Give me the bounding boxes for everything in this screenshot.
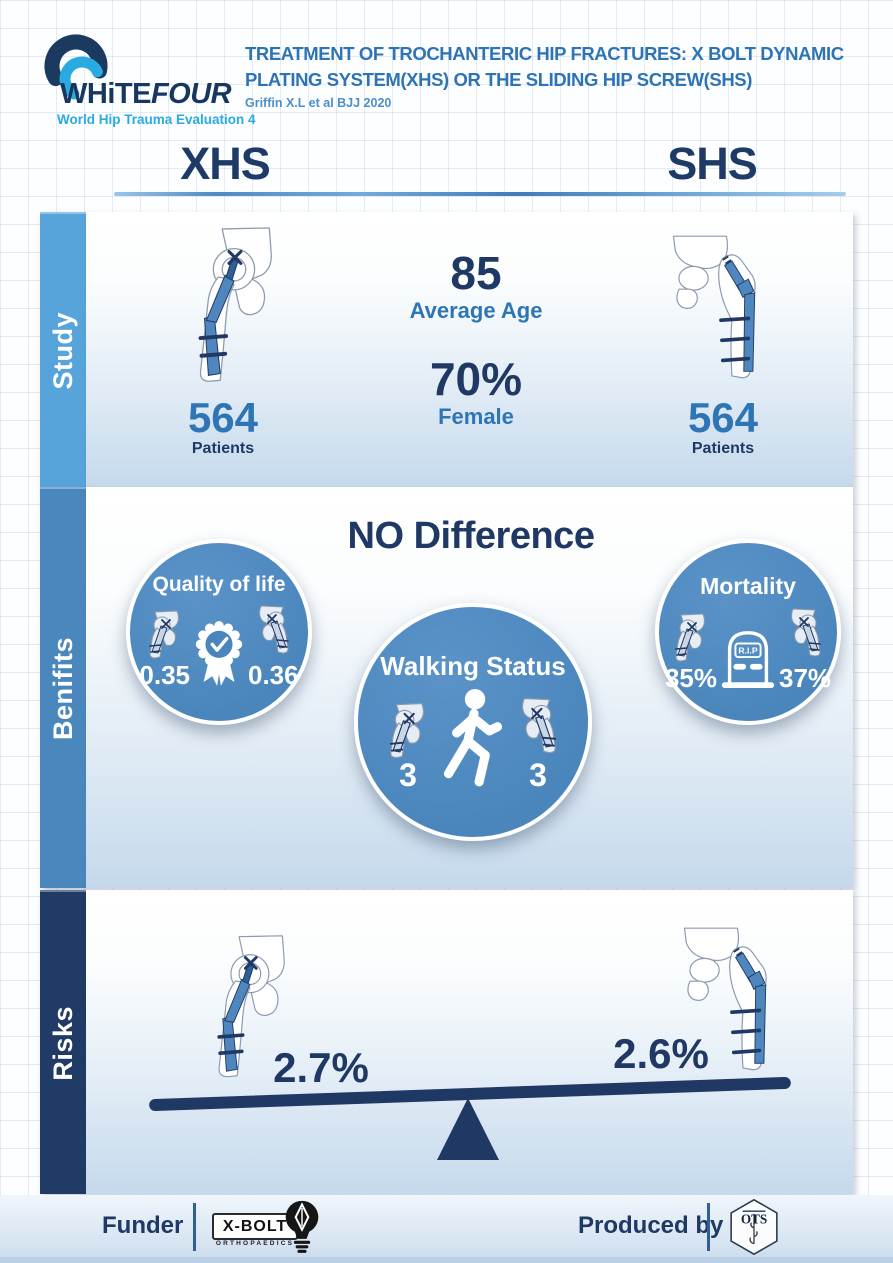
footer-divider [707,1203,710,1251]
hip-mini-xhs-icon [385,700,431,760]
xhs-patients-stat: 564 Patients [148,396,298,458]
title-line-2: PLATING SYSTEM(XHS) OR THE SLIDING HIP S… [245,69,752,90]
hip-mini-xhs-icon [145,608,185,660]
funder-label: Funder [102,1212,184,1239]
walking-shs-value: 3 [529,757,547,793]
walking-xhs-value: 3 [399,757,417,793]
hip-mini-shs-icon [253,603,293,655]
produced-by-label: Produced by [578,1212,724,1239]
hip-implant-shs-illustration [668,228,773,396]
walking-person-icon [443,689,503,787]
whitefour-crescents-logo [44,34,108,102]
quality-shs-value: 0.36 [248,660,299,690]
title-line-1: TREATMENT OF TROCHANTERIC HIP FRACTURES:… [245,43,844,64]
column-header-shs: SHS [667,138,758,189]
xbolt-name: X-BOLT [212,1213,298,1240]
rosette-check-icon [195,621,243,686]
average-age-label: Average Age [409,298,543,323]
female-value: 70% [429,353,523,405]
shs-patients-count: 564 [687,394,759,441]
hip-implant-xhs-illustration [168,226,298,398]
walking-values-row: 3 3 [385,688,561,793]
rip-text: R.I.P [738,646,758,656]
brand-white: WHiTE [60,78,151,110]
shs-patients-label: Patients [691,440,755,457]
ots-hexagon-logo: OTS [730,1198,778,1256]
female-label: Female [438,404,514,429]
benefits-tab: Benifits [40,487,86,888]
benefits-panel: NO Difference Quality of life 0.35 [86,487,853,888]
footer-divider [193,1203,196,1251]
citation: Griffin X.L et al BJJ 2020 [245,96,392,110]
xbolt-subtitle: ORTHOPAEDICS [215,1240,295,1247]
page-title: TREATMENT OF TROCHANTERIC HIP FRACTURES:… [245,41,845,93]
benefits-tab-label: Benifits [47,636,78,740]
hip-mini-shs-icon [785,606,825,658]
mortality-circle: Mortality 35% R.I.P [655,539,841,725]
section-benefits: Benifits NO Difference Quality of life 0… [40,487,853,888]
column-header-xhs: XHS [180,138,271,189]
xbolt-logo: X-BOLT ORTHOPAEDICS [212,1200,342,1259]
risks-tab: Risks [40,890,86,1194]
lightbulb-icon [285,1200,319,1253]
brand-wordmark: WHiTEFOUR [60,78,232,111]
risks-panel: 2.7% 2.6% [86,890,853,1194]
quality-title: Quality of life [152,573,286,596]
quality-values-row: 0.35 [139,603,299,690]
tombstone-rip-icon: R.I.P [721,631,775,689]
section-study: Study 564 Patients 85 Average Age 70% Fe… [40,212,853,487]
risks-tab-label: Risks [47,1005,78,1081]
quality-of-life-circle: Quality of life 0.35 [126,539,312,725]
study-tab-label: Study [47,311,78,390]
female-stat: 70% Female [396,354,556,430]
brand-tagline: World Hip Trauma Evaluation 4 [57,112,256,127]
average-age-stat: 85 Average Age [396,248,556,324]
seesaw-fulcrum [437,1098,499,1160]
walking-title: Walking Status [380,651,566,681]
xhs-patients-label: Patients [191,440,255,457]
hip-mini-shs-icon [515,695,561,755]
walking-status-circle: Walking Status 3 [354,603,592,841]
section-risks: Risks 2.7% 2.6% [40,890,853,1194]
quality-xhs-value: 0.35 [139,660,190,690]
header-divider [114,192,846,196]
mortality-values-row: 35% R.I.P 37% [665,606,831,693]
shs-patients-stat: 564 Patients [648,396,798,458]
ots-text: OTS [741,1211,767,1226]
hip-mini-xhs-icon [671,611,711,663]
mortality-shs-value: 37% [779,663,832,693]
mortality-xhs-value: 35% [664,663,717,693]
no-difference-headline: NO Difference [347,515,595,557]
brand-four: FOUR [150,78,232,110]
mortality-title: Mortality [700,573,796,599]
xhs-risk-value: 2.7% [273,1044,369,1091]
study-panel: 564 Patients 85 Average Age 70% Female 5… [86,212,853,487]
study-tab: Study [40,212,86,487]
shs-risk-value: 2.6% [613,1030,709,1077]
footer: Funder X-BOLT ORTHOPAEDICS Produced by O… [0,1195,893,1263]
xhs-patients-count: 564 [187,394,259,441]
average-age-value: 85 [450,247,502,299]
